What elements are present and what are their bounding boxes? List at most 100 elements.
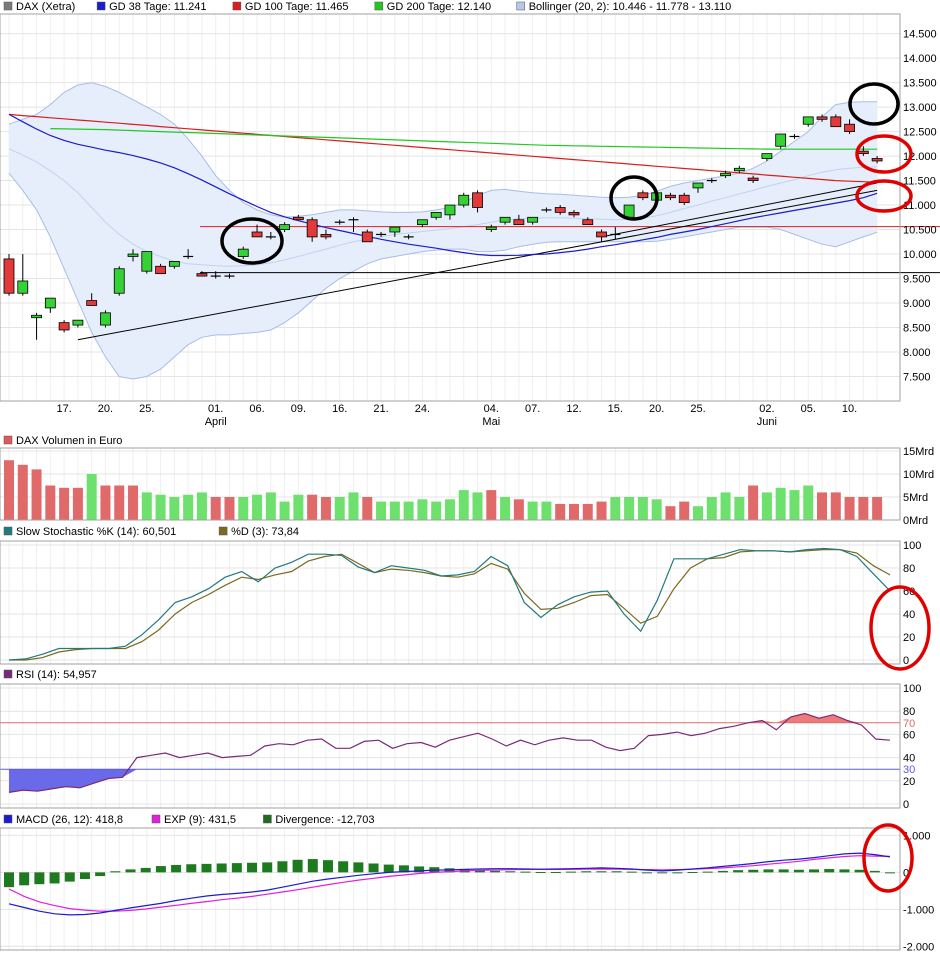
divergence-bar: [869, 870, 880, 873]
volume-bar: [486, 490, 497, 520]
candle-body: [72, 319, 84, 326]
macd-panel: 1.000 0 -1.000 -2.000 MACD (26, 12): 418,8 E…: [0, 814, 934, 953]
volume-bar: [693, 506, 703, 520]
divergence-bar: [748, 869, 759, 873]
volume-bar: [830, 492, 841, 520]
divergence-bar: [186, 864, 197, 873]
volume-bar: [31, 469, 42, 520]
y-tick-label: 0Mrd: [903, 515, 928, 527]
volume-bar: [334, 497, 345, 520]
volume-bar: [858, 497, 869, 520]
volume-bar: [872, 497, 883, 520]
candle-body: [747, 177, 759, 181]
volume-bar: [734, 497, 745, 520]
y-tick-label: 13.500: [903, 78, 937, 90]
y-tick-label: 40: [903, 609, 915, 621]
divergence-bar: [247, 862, 258, 873]
volume-bar: [362, 497, 373, 520]
divergence-bar: [626, 871, 637, 873]
legend-swatch: [3, 435, 13, 445]
volume-bar: [444, 499, 455, 520]
y-tick-label: 7.500: [903, 372, 931, 384]
y-tick-label: 14.500: [903, 29, 937, 41]
y-tick-label: 15Mrd: [903, 446, 934, 458]
candle-body: [678, 194, 690, 204]
y-tick-label: 11.000: [903, 200, 936, 212]
candle-body: [623, 204, 635, 218]
candle-body: [637, 192, 649, 199]
y-tick-label: 80: [903, 706, 915, 718]
divergence-bar: [596, 871, 607, 873]
legend-label: MACD (26, 12): 418,8: [16, 814, 123, 826]
volume-bar: [500, 497, 511, 520]
circle-may: [609, 175, 659, 221]
divergence-bar: [34, 872, 45, 885]
divergence-bar: [262, 862, 273, 873]
candle-body: [141, 251, 153, 272]
rsi-reference-label: 30: [903, 764, 915, 776]
volume-bar: [679, 501, 690, 520]
legend-swatch: [3, 814, 13, 824]
candle-body: [857, 150, 869, 155]
bollinger-upper: [8, 82, 878, 218]
volume-bar: [817, 492, 828, 520]
candle-body: [196, 273, 208, 277]
volume-bar: [45, 485, 56, 520]
volume-bar: [775, 487, 786, 520]
candle-body: [251, 231, 263, 238]
y-tick-label: 9.000: [903, 298, 931, 310]
volume-bar: [610, 497, 621, 520]
rsi-y-axis: 0 20 40 60 80 100: [903, 683, 921, 811]
rsi-line: [8, 712, 891, 793]
y-tick-label: -1.000: [903, 904, 934, 916]
candle-body: [444, 204, 456, 216]
y-tick-label: 100: [903, 540, 921, 552]
y-tick-label: 10Mrd: [903, 469, 934, 481]
divergence-bar: [19, 872, 30, 886]
candle-body: [58, 322, 70, 331]
volume-legend: DAX Volumen in Euro: [3, 435, 122, 447]
volume-frame: [0, 447, 901, 521]
divergence-bar: [702, 871, 713, 873]
candle-body: [361, 231, 373, 243]
volume-bar: [417, 499, 428, 520]
candle-body: [527, 216, 539, 223]
volume-bar: [141, 492, 152, 520]
macd-y-axis: 1.000 0 -1.000 -2.000: [903, 830, 934, 953]
y-tick-label: 10.500: [903, 225, 937, 237]
divergence-bar: [824, 869, 835, 873]
candle-body: [306, 219, 318, 238]
candle-body: [513, 219, 525, 226]
y-tick-label: 60: [903, 729, 915, 741]
trend-line: [77, 189, 878, 341]
divergence-bar: [125, 869, 136, 873]
legend-swatch: [263, 814, 272, 824]
legend-swatch: [218, 526, 228, 536]
divergence-bar: [520, 871, 531, 873]
volume-bar: [279, 501, 290, 520]
divergence-bar: [322, 860, 333, 873]
volume-bar: [472, 492, 483, 520]
macd-legend: MACD (26, 12): 418,8 EXP (9): 431,5 Diverg…: [3, 814, 374, 826]
volume-bar: [155, 494, 166, 520]
divergence-bar: [95, 872, 106, 877]
divergence-bar: [550, 871, 561, 873]
volume-bar: [458, 490, 469, 520]
x-tick-label: 20.: [98, 403, 113, 415]
x-tick-label: 25.: [690, 403, 705, 415]
divergence-bar: [778, 869, 789, 873]
divergence-bar: [657, 872, 668, 874]
legend-label: EXP (9): 431,5: [164, 814, 236, 826]
macd-grid: [0, 828, 900, 950]
x-tick-label: 17.: [56, 403, 71, 415]
price-legend: DAX (Xetra) GD 38 Tage: 11.241 GD 100 Tage…: [3, 1, 731, 13]
divergence-bar: [292, 859, 303, 873]
legend-label: GD 100 Tage: 11.465: [245, 1, 349, 13]
divergence-bar: [368, 863, 379, 873]
x-tick-label: 06.: [249, 403, 264, 415]
divergence-bar: [793, 869, 804, 873]
divergence-bar: [231, 863, 242, 873]
candle-body: [279, 224, 291, 230]
legend-label: Divergence: -12,703: [275, 814, 374, 826]
x-tick-label: 12.: [566, 403, 581, 415]
